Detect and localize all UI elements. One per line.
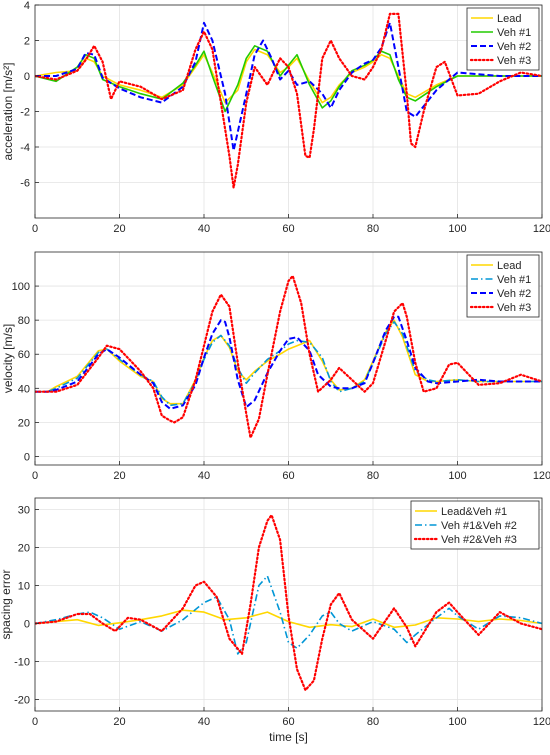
legend-label-3: Veh #2	[497, 288, 531, 300]
legend-label-2: Veh #1	[497, 274, 531, 286]
y-tick-label: 2	[24, 36, 30, 48]
legend-label-2: Veh #1	[497, 27, 531, 39]
y-tick-label: 10	[18, 580, 30, 592]
y-tick-label: -4	[20, 142, 30, 154]
legend-label-2: Veh #1&Veh #2	[441, 520, 517, 532]
x-tick-label: 80	[367, 223, 379, 235]
x-tick-label: 60	[282, 470, 294, 482]
x-tick-label: 80	[367, 716, 379, 728]
y-tick-label: -10	[14, 657, 30, 669]
chart-panel-2: 0 20 40 60 80 100 120 0 20 40 60 80 100 velocity [m/s…	[1, 251, 550, 482]
x-tick-label: 100	[448, 716, 466, 728]
x-tick-label: 20	[113, 223, 125, 235]
series-line-3	[35, 514, 542, 692]
x-tick-label: 0	[32, 470, 38, 482]
y-tick-label: 100	[12, 281, 30, 293]
y-tick-label: 20	[18, 542, 30, 554]
y-tick-label: 4	[24, 0, 30, 12]
legend-label-1: Lead	[497, 13, 521, 25]
y-tick-label: 20	[18, 417, 30, 429]
x-tick-label: 20	[113, 470, 125, 482]
legend-label-4: Veh #3	[497, 302, 531, 314]
y-tick-label: -20	[14, 695, 30, 707]
chart-panel-3: 0 20 40 60 80 100 120 -20 -10 0 10 20 30 spacing erro…	[0, 497, 550, 744]
series-line-3	[35, 315, 542, 410]
series-group	[35, 514, 542, 692]
y-axis-label: velocity [m/s]	[1, 324, 15, 393]
legend-label-1: Lead&Veh #1	[441, 506, 507, 518]
chart-panel-1: 0 20 40 60 80 100 120 -6 -4 -2 0 2 4 acceleration [m/…	[1, 0, 550, 235]
y-tick-label: 30	[18, 504, 30, 516]
x-tick-label: 60	[282, 716, 294, 728]
legend-label-4: Veh #3	[497, 55, 531, 67]
y-tick-label: 60	[18, 349, 30, 361]
legend-label-3: Veh #2&Veh #3	[441, 534, 517, 546]
y-tick-label: 0	[24, 619, 30, 631]
legend: Lead&Veh #1 Veh #1&Veh #2 Veh #2&Veh #3	[410, 500, 540, 550]
series-group	[35, 12, 542, 189]
y-tick-label: 80	[18, 315, 30, 327]
legend: Lead Veh #1 Veh #2 Veh #3	[466, 7, 540, 71]
series-line-2	[35, 45, 542, 113]
x-tick-label: 120	[533, 716, 550, 728]
x-tick-label: 100	[448, 223, 466, 235]
x-tick-label: 0	[32, 716, 38, 728]
y-axis-label: spacing error	[0, 569, 13, 639]
x-tick-label: 40	[198, 716, 210, 728]
x-tick-label: 60	[282, 223, 294, 235]
y-axis-label: acceleration [m/s²]	[1, 62, 15, 160]
x-tick-label: 120	[533, 223, 550, 235]
legend-label-1: Lead	[497, 260, 521, 272]
x-tick-label: 100	[448, 470, 466, 482]
x-tick-label: 20	[113, 716, 125, 728]
series-group	[35, 274, 542, 439]
series-line-1	[35, 609, 542, 629]
series-line-1	[35, 48, 542, 104]
y-tick-label: 0	[24, 451, 30, 463]
x-tick-label: 120	[533, 470, 550, 482]
x-tick-label: 80	[367, 470, 379, 482]
series-line-1	[35, 319, 542, 405]
x-tick-label: 40	[198, 223, 210, 235]
series-line-4	[35, 12, 542, 189]
series-line-2	[35, 575, 542, 655]
y-tick-label: 0	[24, 71, 30, 83]
legend: Lead Veh #1 Veh #2 Veh #3	[466, 254, 540, 318]
legend-label-3: Veh #2	[497, 41, 531, 53]
series-line-4	[35, 274, 542, 439]
y-tick-label: -6	[20, 178, 30, 190]
x-tick-label: 0	[32, 223, 38, 235]
y-tick-label: 40	[18, 383, 30, 395]
x-tick-label: 40	[198, 470, 210, 482]
x-axis-label: time [s]	[269, 730, 308, 744]
y-tick-label: -2	[20, 107, 30, 119]
